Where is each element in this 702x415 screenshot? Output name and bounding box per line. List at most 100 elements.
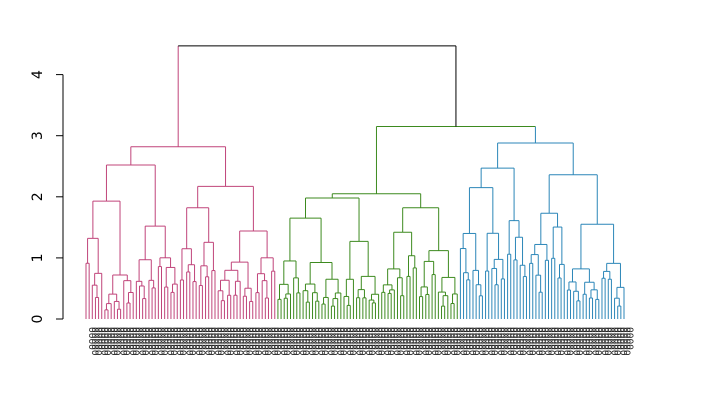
- leaf-label: 00000: [419, 327, 429, 356]
- leaf-label: 00000: [504, 327, 514, 356]
- leaf-label: 00000: [347, 327, 357, 356]
- leaf-label: 00000: [476, 327, 486, 356]
- leaf-label: 00000: [259, 327, 269, 356]
- leaf-label: 00000: [448, 327, 458, 356]
- leaf-label: 00000: [196, 327, 206, 356]
- leaf-label: 0000: [294, 327, 304, 350]
- leaf-label: 00000: [250, 327, 260, 356]
- leaf-label: 0000: [454, 327, 464, 350]
- leaf-label: 00000: [611, 327, 621, 356]
- leaf-label: 0000: [341, 327, 351, 350]
- leaf-label: 00000: [571, 327, 581, 356]
- leaf-label: 0000: [416, 327, 426, 350]
- leaf-label: 00000: [121, 327, 131, 356]
- leaf-label: 0000: [464, 327, 474, 350]
- leaf-label: 00000: [158, 327, 168, 356]
- leaf-label: 0000: [577, 327, 587, 350]
- leaf-label: 00000: [608, 327, 618, 356]
- leaf-label: 0000: [615, 327, 625, 350]
- leaf-label: 0000: [275, 327, 285, 350]
- leaf-label: 00000: [262, 327, 272, 356]
- leaf-label: 00000: [335, 327, 345, 356]
- leaf-label: 00000: [316, 327, 326, 356]
- leaf-label: 00000: [460, 327, 470, 356]
- leaf-label: 0000: [435, 327, 445, 350]
- leaf-label: 00000: [240, 327, 250, 356]
- leaf-label: 00000: [394, 327, 404, 356]
- leaf-label: 00000: [146, 327, 156, 356]
- leaf-label: 00000: [168, 327, 178, 356]
- leaf-label: 0000: [284, 327, 294, 350]
- leaf-label: 00000: [136, 327, 146, 356]
- leaf-label: 0000: [360, 327, 370, 350]
- leaf-label: 00000: [423, 327, 433, 356]
- y-tick-label: 0: [30, 315, 46, 324]
- leaf-label: 00000: [479, 327, 489, 356]
- leaf-label: 00000: [432, 327, 442, 356]
- leaf-label: 00000: [357, 327, 367, 356]
- leaf-label: 00000: [401, 327, 411, 356]
- leaf-label: 00000: [382, 327, 392, 356]
- leaf-label: 00000: [224, 327, 234, 356]
- leaf-label: 00000: [272, 327, 282, 356]
- leaf-label: 00000: [325, 327, 335, 356]
- leaf-label: 0000: [133, 327, 143, 350]
- leaf-label: 00000: [206, 327, 216, 356]
- leaf-label: 00000: [545, 327, 555, 356]
- leaf-label: 00000: [193, 327, 203, 356]
- leaf-label: 00000: [372, 327, 382, 356]
- leaf-label: 00000: [184, 327, 194, 356]
- leaf-label: 0000: [237, 327, 247, 350]
- leaf-label: 0000: [558, 327, 568, 350]
- leaf-label: 00000: [291, 327, 301, 356]
- dendrogram-tree: [85, 45, 625, 319]
- leaf-label: 0000: [209, 327, 219, 350]
- leaf-label: 00000: [442, 327, 452, 356]
- leaf-label: 0000: [520, 327, 530, 350]
- leaf-label: 00000: [139, 327, 149, 356]
- leaf-label: 00000: [187, 327, 197, 356]
- leaf-label: 00000: [404, 327, 414, 356]
- leaf-label: 00000: [89, 327, 99, 356]
- leaf-label: 00000: [149, 327, 159, 356]
- leaf-label: 00000: [297, 327, 307, 356]
- leaf-label: 0000: [246, 327, 256, 350]
- leaf-label: 0000: [407, 327, 417, 350]
- leaf-label: 00000: [391, 327, 401, 356]
- leaf-label: 0000: [180, 327, 190, 350]
- leaf-label: 00000: [451, 327, 461, 356]
- leaf-label: 0000: [303, 327, 313, 350]
- leaf-label: 00000: [618, 327, 628, 356]
- leaf-label: 00000: [523, 327, 533, 356]
- leaf-label: 00000: [102, 327, 112, 356]
- leaf-label: 00000: [99, 327, 109, 356]
- leaf-label: 00000: [319, 327, 329, 356]
- leaf-label: 00000: [429, 327, 439, 356]
- leaf-label: 00000: [514, 327, 524, 356]
- leaf-label: 00000: [526, 327, 536, 356]
- leaf-label: 0000: [445, 327, 455, 350]
- leaf-label: 00000: [467, 327, 477, 356]
- leaf-label: 00000: [593, 327, 603, 356]
- leaf-label: 0000: [322, 327, 332, 350]
- leaf-label: 00000: [212, 327, 222, 356]
- leaf-label: 0000: [511, 327, 521, 350]
- leaf-label: 00000: [344, 327, 354, 356]
- leaf-label: 0000: [501, 327, 511, 350]
- leaf-label: 0000: [256, 327, 266, 350]
- leaf-label: 00000: [489, 327, 499, 356]
- leaf-label: 00000: [253, 327, 263, 356]
- leaf-label: 00000: [306, 327, 316, 356]
- leaf-label: 0000: [586, 327, 596, 350]
- leaf-label: 00000: [281, 327, 291, 356]
- leaf-label: 0000: [228, 327, 238, 350]
- leaf-label: 00000: [375, 327, 385, 356]
- leaf-label: 0000: [105, 327, 115, 350]
- leaf-labels: 0000000000000000000000000000000000000000…: [86, 327, 634, 356]
- y-axis: 0 1 2 3 4: [30, 70, 64, 324]
- leaf-label: 0000: [530, 327, 540, 350]
- leaf-label: 0000: [605, 327, 615, 350]
- leaf-label: 00000: [108, 327, 118, 356]
- leaf-label: 0000: [162, 327, 172, 350]
